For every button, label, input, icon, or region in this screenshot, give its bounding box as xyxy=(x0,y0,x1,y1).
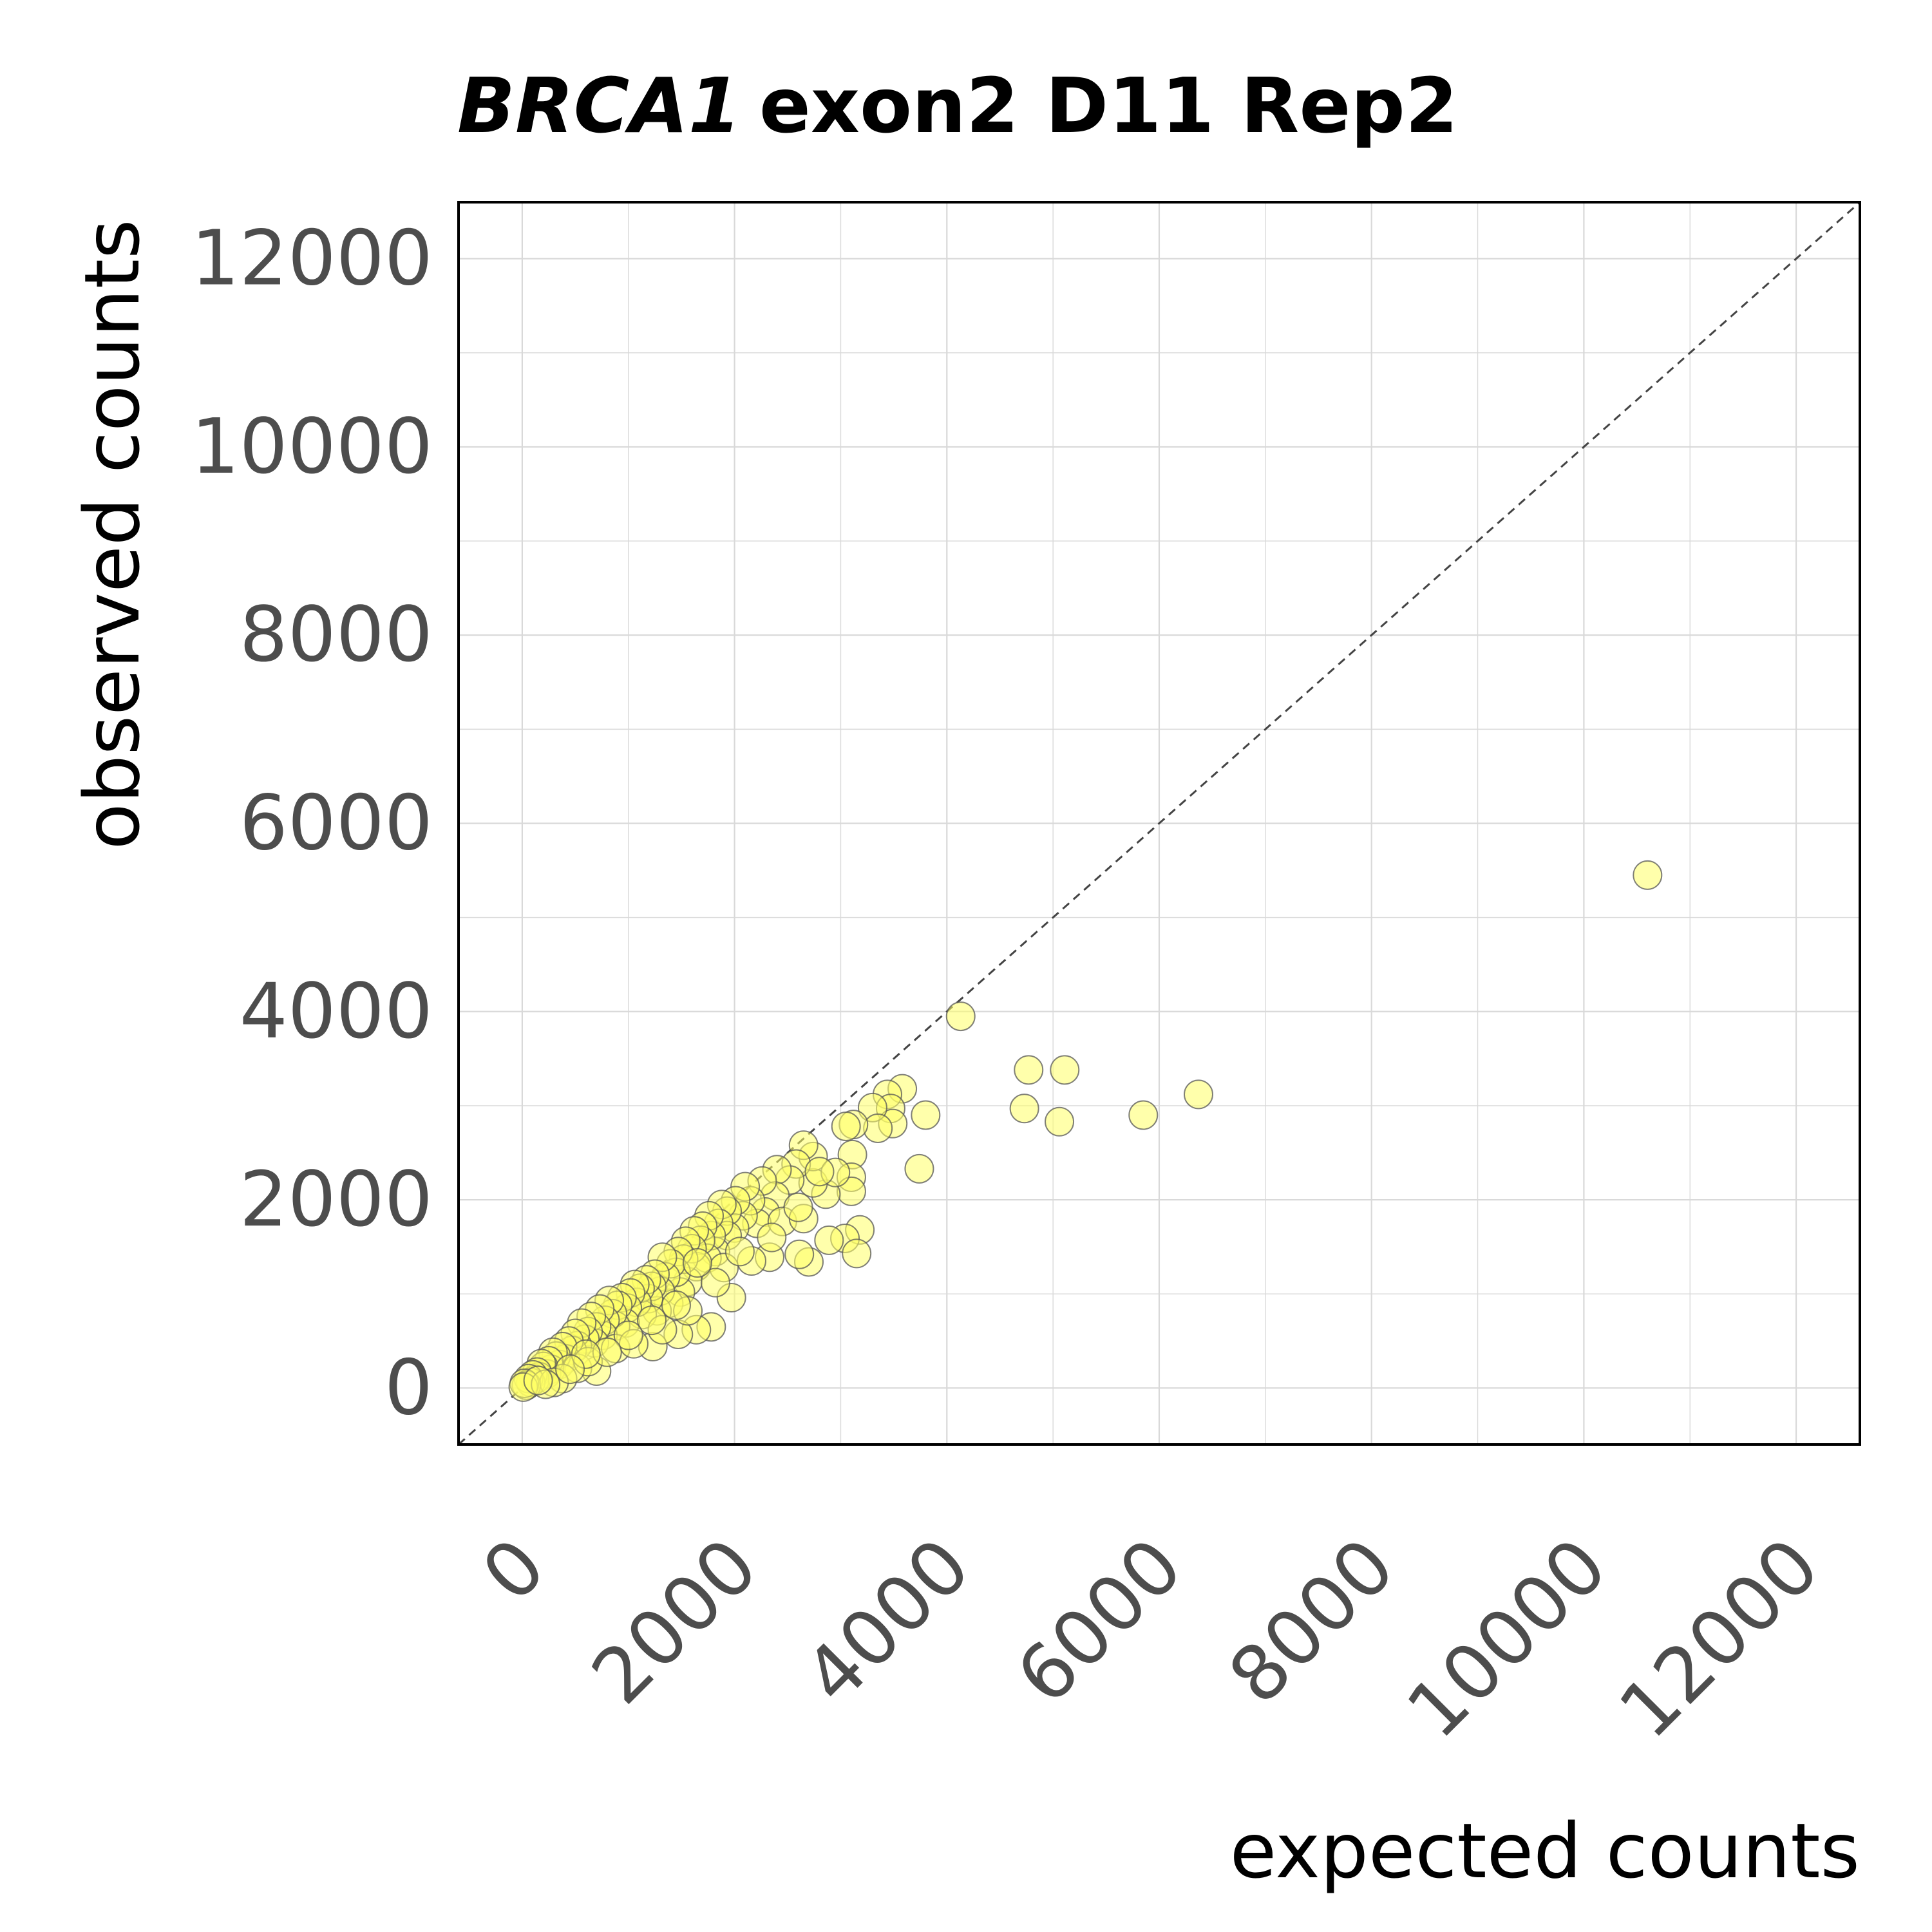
y-tick-label: 4000 xyxy=(240,967,433,1056)
data-point xyxy=(637,1305,667,1336)
data-point xyxy=(1050,1055,1080,1085)
data-point xyxy=(814,1225,844,1255)
data-point xyxy=(804,1157,835,1187)
x-tick-label: 12000 xyxy=(1602,1521,1836,1755)
x-tick-label: 2000 xyxy=(574,1521,774,1721)
plot-frame xyxy=(457,201,1861,1446)
y-axis-label: observed counts xyxy=(68,220,156,850)
chart-title: BRCA1 exon2 D11 Rep2 xyxy=(457,61,1458,150)
y-tick-label: 0 xyxy=(384,1343,433,1432)
data-point xyxy=(783,1192,813,1222)
data-point xyxy=(1183,1079,1213,1110)
data-point xyxy=(1633,860,1663,890)
data-point xyxy=(842,1238,872,1269)
x-tick-label: 10000 xyxy=(1390,1521,1624,1755)
y-tick-label: 12000 xyxy=(191,214,433,303)
data-point xyxy=(555,1354,585,1385)
data-point xyxy=(757,1222,787,1253)
x-tick-label: 8000 xyxy=(1212,1521,1412,1721)
x-tick-label: 6000 xyxy=(999,1521,1199,1721)
data-point xyxy=(661,1290,691,1320)
y-tick-label: 10000 xyxy=(191,402,433,491)
data-point xyxy=(1009,1094,1039,1124)
data-point xyxy=(784,1239,815,1269)
x-tick-label: 0 xyxy=(465,1521,562,1618)
data-point xyxy=(1014,1055,1044,1085)
data-points xyxy=(508,860,1663,1402)
chart-title-gene: BRCA1 xyxy=(457,61,741,150)
data-point xyxy=(904,1153,934,1184)
data-point xyxy=(724,1236,755,1267)
data-point xyxy=(911,1100,941,1130)
data-point xyxy=(831,1112,861,1142)
chart-title-rest: exon2 D11 Rep2 xyxy=(759,61,1458,150)
data-point xyxy=(613,1320,643,1350)
x-axis-label: expected counts xyxy=(1230,1806,1860,1895)
data-point xyxy=(682,1247,712,1278)
y-tick-label: 8000 xyxy=(240,590,433,679)
data-point xyxy=(863,1113,893,1143)
data-point xyxy=(1045,1106,1075,1137)
data-point xyxy=(945,1001,976,1032)
data-point xyxy=(523,1365,553,1396)
x-tick-label: 4000 xyxy=(787,1521,987,1721)
y-tick-label: 6000 xyxy=(240,779,433,867)
data-point xyxy=(1128,1100,1159,1130)
y-tick-label: 2000 xyxy=(240,1155,433,1244)
data-point xyxy=(700,1267,730,1298)
y-tick-labels: 0 2000 4000 6000 8000 10000 12000 xyxy=(191,214,433,1432)
